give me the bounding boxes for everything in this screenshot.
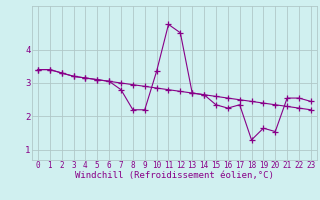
X-axis label: Windchill (Refroidissement éolien,°C): Windchill (Refroidissement éolien,°C) (75, 171, 274, 180)
